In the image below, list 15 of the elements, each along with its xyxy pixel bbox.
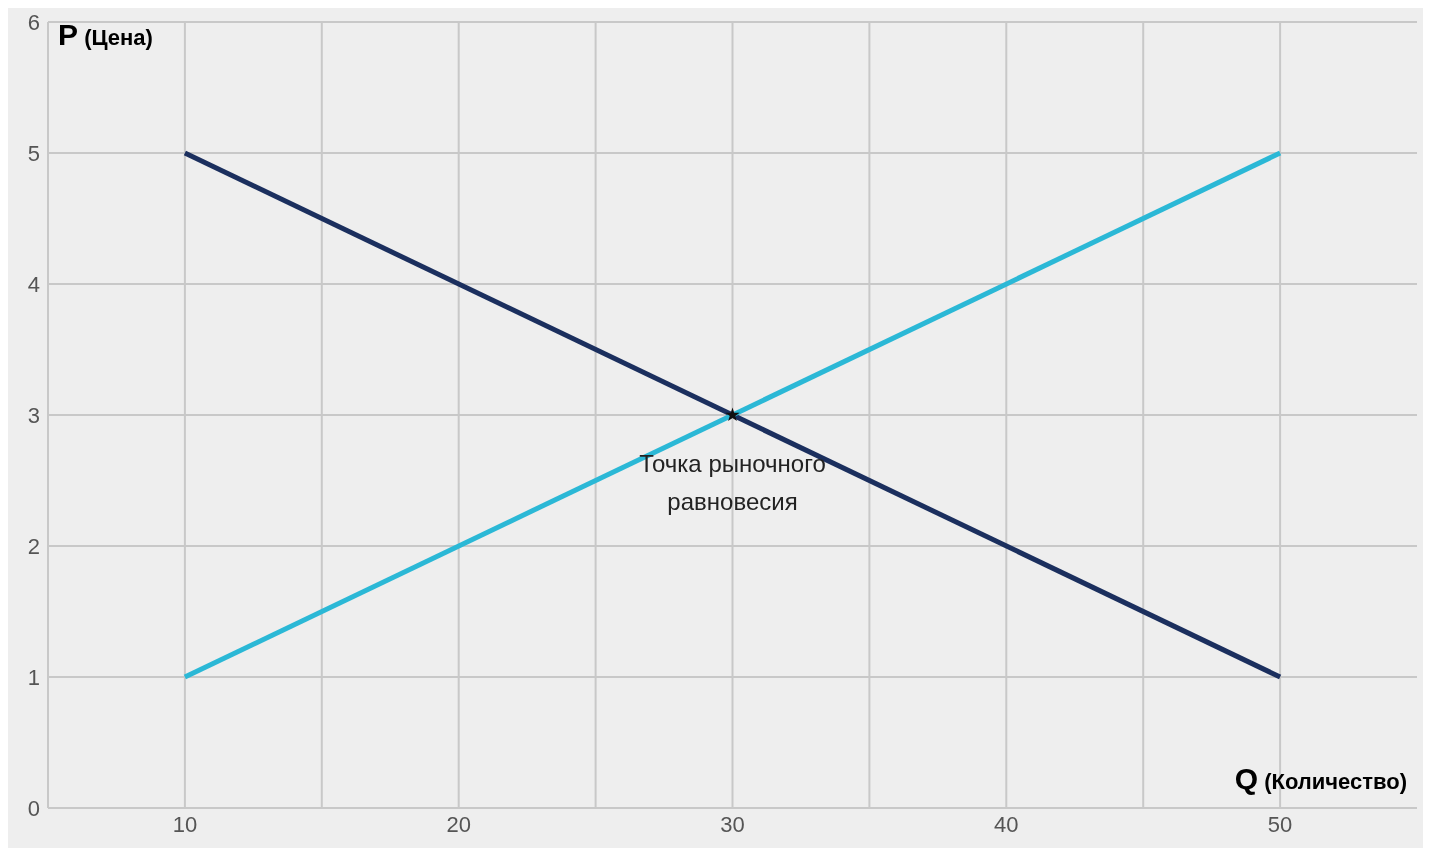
y-tick-label: 1 [27,664,40,690]
x-tick-label: 20 [446,811,471,837]
annotation: Точка рыночного равновесия [638,449,827,517]
y-axis-title: P (Цена) [58,18,153,51]
y-tick-label: 4 [27,271,40,297]
y-tick-label: 2 [27,533,40,559]
x-tick-label: 40 [994,811,1019,837]
x-axis-title: Q (Количество) [1234,762,1407,795]
x-tick-label: 30 [720,811,745,837]
x-tick-label: 10 [172,811,198,837]
y-tick-label: 3 [27,402,40,428]
y-tick-label: 5 [27,140,40,166]
y-tick-label: 0 [27,795,40,821]
y-tick-label: 6 [27,9,40,35]
x-tick-label: 50 [1267,811,1293,837]
